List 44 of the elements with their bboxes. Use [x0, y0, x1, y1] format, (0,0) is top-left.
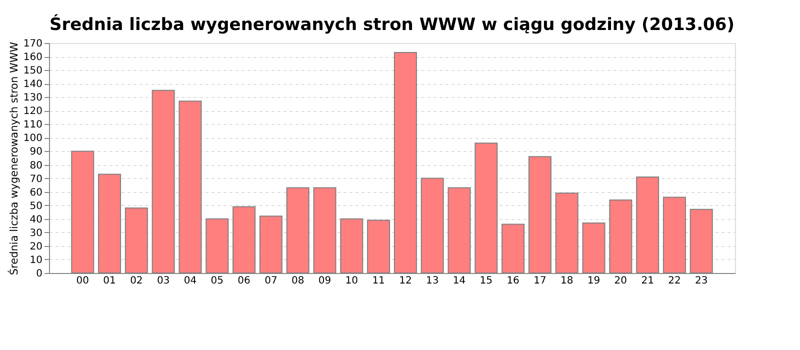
y-tick-label: 10	[30, 254, 42, 266]
x-tick-label: 10	[345, 276, 358, 286]
y-tick-label: 70	[30, 174, 42, 185]
x-tick-label: 18	[560, 276, 574, 286]
y-tick-label: 0	[36, 268, 42, 280]
y-tick-label: 50	[30, 200, 42, 212]
y-tick-label: 150	[23, 66, 42, 77]
y-tick-label: 80	[30, 160, 42, 172]
y-tick-label: 120	[23, 106, 42, 118]
x-tick-label: 20	[614, 276, 628, 286]
y-tick-label: 110	[23, 120, 42, 131]
x-tick-label: 04	[184, 276, 197, 286]
x-tick-label: 05	[210, 276, 224, 286]
y-tick-label: 170	[23, 38, 42, 50]
x-tick-label: 06	[238, 276, 250, 286]
x-tick-label: 12	[399, 276, 412, 286]
x-tick-label: 16	[506, 276, 520, 286]
x-tick-label: 22	[668, 276, 681, 286]
x-tick-label: 21	[641, 276, 654, 286]
x-tick-label: 02	[130, 276, 143, 286]
y-tick-label: 140	[23, 79, 42, 90]
x-tick-label: 14	[452, 276, 466, 286]
y-tick-label: 90	[30, 146, 42, 158]
y-tick-label: 100	[23, 133, 42, 144]
y-tick-label: 60	[30, 187, 42, 198]
x-tick-label: 13	[426, 276, 439, 286]
x-tick-label: 19	[587, 276, 600, 286]
x-tick-label: 03	[156, 276, 170, 286]
x-tick-label: 00	[76, 276, 89, 286]
y-tick-label: 20	[30, 241, 42, 252]
x-tick-label: 01	[103, 276, 116, 286]
x-tick-label: 08	[291, 276, 304, 286]
y-tick-label: 30	[30, 228, 42, 239]
y-tick-label: 40	[30, 214, 42, 226]
x-tick-label: 15	[480, 276, 493, 286]
x-tick-label: 07	[264, 276, 278, 286]
chart-title: Średnia liczba wygenerowanych stron WWW w ciągu godziny (2013.06)	[50, 14, 734, 35]
y-tick-label: 160	[23, 52, 42, 64]
x-tick-label: 11	[372, 276, 385, 286]
y-tick-label: 130	[23, 92, 42, 104]
x-tick-label: 17	[534, 276, 546, 286]
y-axis-title: Średnia liczba wygenerowanych stron WWW	[7, 41, 20, 276]
x-tick-label: 09	[318, 276, 332, 286]
x-tick-label: 23	[695, 276, 708, 286]
